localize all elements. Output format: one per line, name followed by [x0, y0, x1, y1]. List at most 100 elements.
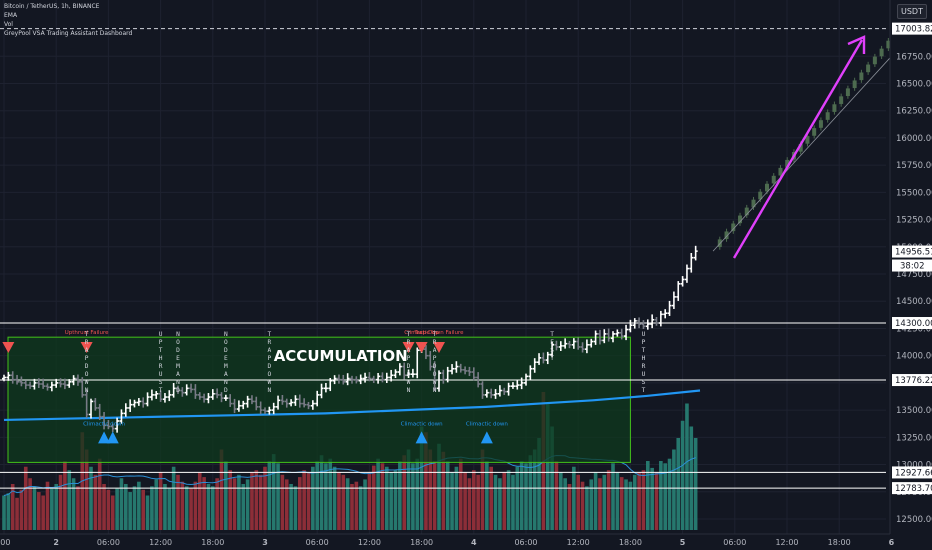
volume-bar	[606, 470, 611, 530]
projection-candle	[879, 48, 884, 57]
time-tick-label: 06:00	[723, 538, 746, 547]
volume-bar	[572, 466, 576, 530]
projection-candle	[866, 64, 871, 73]
indicator-dashboard: GreyPool VSA Trading Assistant Dashboard	[4, 30, 133, 37]
volume-bar	[258, 474, 263, 530]
volume-bar	[10, 484, 15, 530]
vertical-signal-letter: D	[267, 363, 271, 370]
vertical-signal-letter: U	[159, 331, 163, 338]
volume-bar	[498, 478, 502, 530]
vertical-signal-letter: O	[433, 371, 437, 378]
vertical-signal-letter: T	[550, 331, 554, 338]
volume-bar	[463, 472, 467, 530]
projection-candle	[785, 159, 790, 168]
projection-candle	[852, 80, 857, 89]
level-label-bg	[892, 466, 932, 479]
volume-bar	[324, 463, 328, 530]
volume-bar	[84, 449, 89, 530]
volume-bar	[485, 461, 489, 530]
currency-button[interactable]: USDT	[897, 4, 927, 19]
price-tick-label: 16000.00	[896, 134, 932, 144]
volume-bar	[224, 461, 228, 530]
vertical-signal-letter: P	[267, 355, 271, 362]
volume-bar	[63, 461, 67, 530]
indicator-ema: EMA	[4, 12, 18, 19]
signal-label: Upthrust Failure	[65, 330, 109, 336]
volume-bar	[132, 486, 137, 530]
volume-bar	[193, 481, 198, 530]
volume-bar	[119, 478, 124, 530]
vertical-signal-letter: M	[176, 363, 180, 370]
signal-label: Climactic down	[83, 421, 125, 427]
projection-candle	[771, 175, 776, 184]
volume-bar	[419, 426, 424, 530]
signal-label: Climactic Up	[404, 330, 439, 336]
volume-bar	[45, 481, 50, 530]
volume-bar	[515, 466, 520, 530]
volume-bar	[124, 484, 128, 530]
volume-bar	[171, 466, 176, 530]
volume-bar	[76, 486, 80, 530]
price-tick-label: 12500.00	[896, 515, 932, 525]
price-tick-label: 13500.00	[896, 406, 932, 416]
projection-candle	[825, 112, 830, 120]
volume-bar	[389, 472, 393, 530]
time-tick-label: 3	[262, 538, 268, 547]
volume-bar	[306, 472, 311, 530]
volume-bar	[206, 484, 211, 530]
volume-bar	[680, 420, 685, 530]
volume-bar	[341, 474, 346, 530]
vertical-signal-letter: S	[159, 379, 163, 386]
price-tick-label: 15750.00	[896, 161, 932, 171]
volume-bar	[128, 492, 132, 530]
volume-bar	[293, 486, 298, 530]
volume-bar	[211, 486, 215, 530]
volume-bar	[624, 479, 628, 530]
time-tick-label: 5	[680, 538, 686, 547]
volume-bar	[176, 474, 180, 530]
volume-bar	[276, 463, 280, 530]
vertical-signal-letter: A	[224, 371, 228, 378]
volume-bar	[428, 449, 433, 530]
trend-arrow-head	[847, 35, 866, 54]
level-label-bg	[892, 374, 932, 387]
volume-bar	[563, 478, 567, 530]
price-tick-label: 16750.00	[896, 52, 932, 62]
price-tick-label: 15250.00	[896, 216, 932, 226]
volume-bar	[667, 458, 672, 530]
time-tick-label: 18:00	[619, 538, 642, 547]
time-tick-label: 06:00	[97, 538, 120, 547]
volume-bar	[371, 465, 376, 530]
signal-down-triangle	[2, 342, 15, 354]
volume-bar	[550, 426, 554, 530]
trend-arrow	[732, 39, 864, 259]
vertical-signal-letter: R	[159, 363, 163, 370]
signal-label: Trap-Down Failure	[413, 330, 464, 336]
vertical-signal-letter: A	[407, 347, 411, 354]
symbol-header: Bitcoin / TetherUS, 1h, BINANCE	[4, 3, 100, 10]
volume-bar	[693, 438, 698, 530]
volume-bar	[611, 463, 615, 530]
vertical-signal-letter: E	[176, 355, 180, 362]
projection-trend-line	[712, 44, 903, 252]
signal-down-triangle	[433, 342, 445, 354]
time-tick-label: 06:00	[306, 538, 329, 547]
volume-bar	[476, 474, 480, 530]
vertical-signal-letter: N	[85, 387, 89, 394]
volume-bar	[637, 472, 641, 530]
volume-bar	[154, 479, 159, 530]
volume-bar	[380, 463, 385, 530]
vertical-signal-letter: D	[407, 363, 411, 370]
volume-bar	[537, 438, 541, 530]
vertical-signal-letter: D	[176, 347, 180, 354]
projection-candle	[832, 104, 837, 112]
time-tick-label: 06:00	[514, 538, 537, 547]
volume-bar	[263, 466, 267, 530]
volume-bar	[6, 493, 11, 530]
volume-bar	[506, 470, 511, 530]
price-tick-label: 16500.00	[896, 79, 932, 89]
time-tick-label: 12:00	[775, 538, 798, 547]
volume-bar	[502, 472, 507, 530]
volume-bar	[615, 472, 620, 530]
